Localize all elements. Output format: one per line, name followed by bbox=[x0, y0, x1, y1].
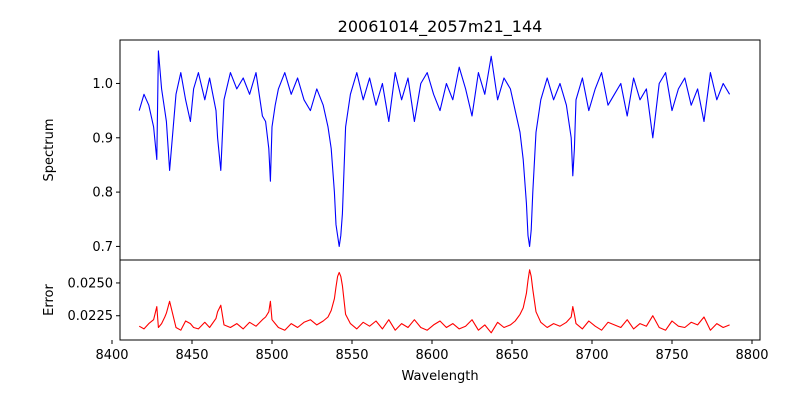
x-tick-label: 8450 bbox=[175, 348, 208, 363]
x-tick-label: 8800 bbox=[735, 348, 768, 363]
x-axis-label: Wavelength bbox=[401, 369, 478, 384]
x-tick-label: 8600 bbox=[415, 348, 448, 363]
spectrum-y-tick-label: 1.0 bbox=[92, 77, 113, 92]
chart-title: 20061014_2057m21_144 bbox=[338, 17, 543, 37]
error-axes-frame bbox=[119, 259, 761, 341]
spectrum-series bbox=[138, 50, 731, 247]
error-y-axis-label: Error bbox=[42, 284, 57, 316]
error-y-tick-label: 0.0225 bbox=[68, 309, 114, 324]
spectrum-y-tick-label: 0.7 bbox=[92, 240, 113, 255]
x-tick-label: 8650 bbox=[495, 348, 528, 363]
error-series-line-0 bbox=[138, 269, 730, 334]
spectrum-y-ticks: 0.7 0.8 0.9 1.0 bbox=[92, 77, 120, 255]
error-series bbox=[138, 269, 730, 334]
x-tick-label: 8700 bbox=[575, 348, 608, 363]
error-y-tick-label: 0.0250 bbox=[68, 276, 114, 291]
x-tick-label: 8550 bbox=[335, 348, 368, 363]
x-tick-label: 8750 bbox=[655, 348, 688, 363]
spectrum-y-tick-label: 0.9 bbox=[92, 131, 113, 146]
x-tick-label: 8500 bbox=[255, 348, 288, 363]
error-panel: 0.0225 0.0250 8400 8450 8500 8550 8600 8650 870… bbox=[42, 259, 769, 384]
error-y-ticks: 0.0225 0.0250 bbox=[68, 276, 120, 324]
wavelength-x-ticks: 8400 8450 8500 8550 8600 8650 8700 8750 8800 bbox=[95, 340, 769, 363]
x-tick-label: 8400 bbox=[95, 348, 128, 363]
spectrum-y-axis-label: Spectrum bbox=[42, 119, 57, 182]
spectrum-series-line-0 bbox=[138, 50, 731, 247]
spectrum-y-tick-label: 0.8 bbox=[92, 186, 113, 201]
